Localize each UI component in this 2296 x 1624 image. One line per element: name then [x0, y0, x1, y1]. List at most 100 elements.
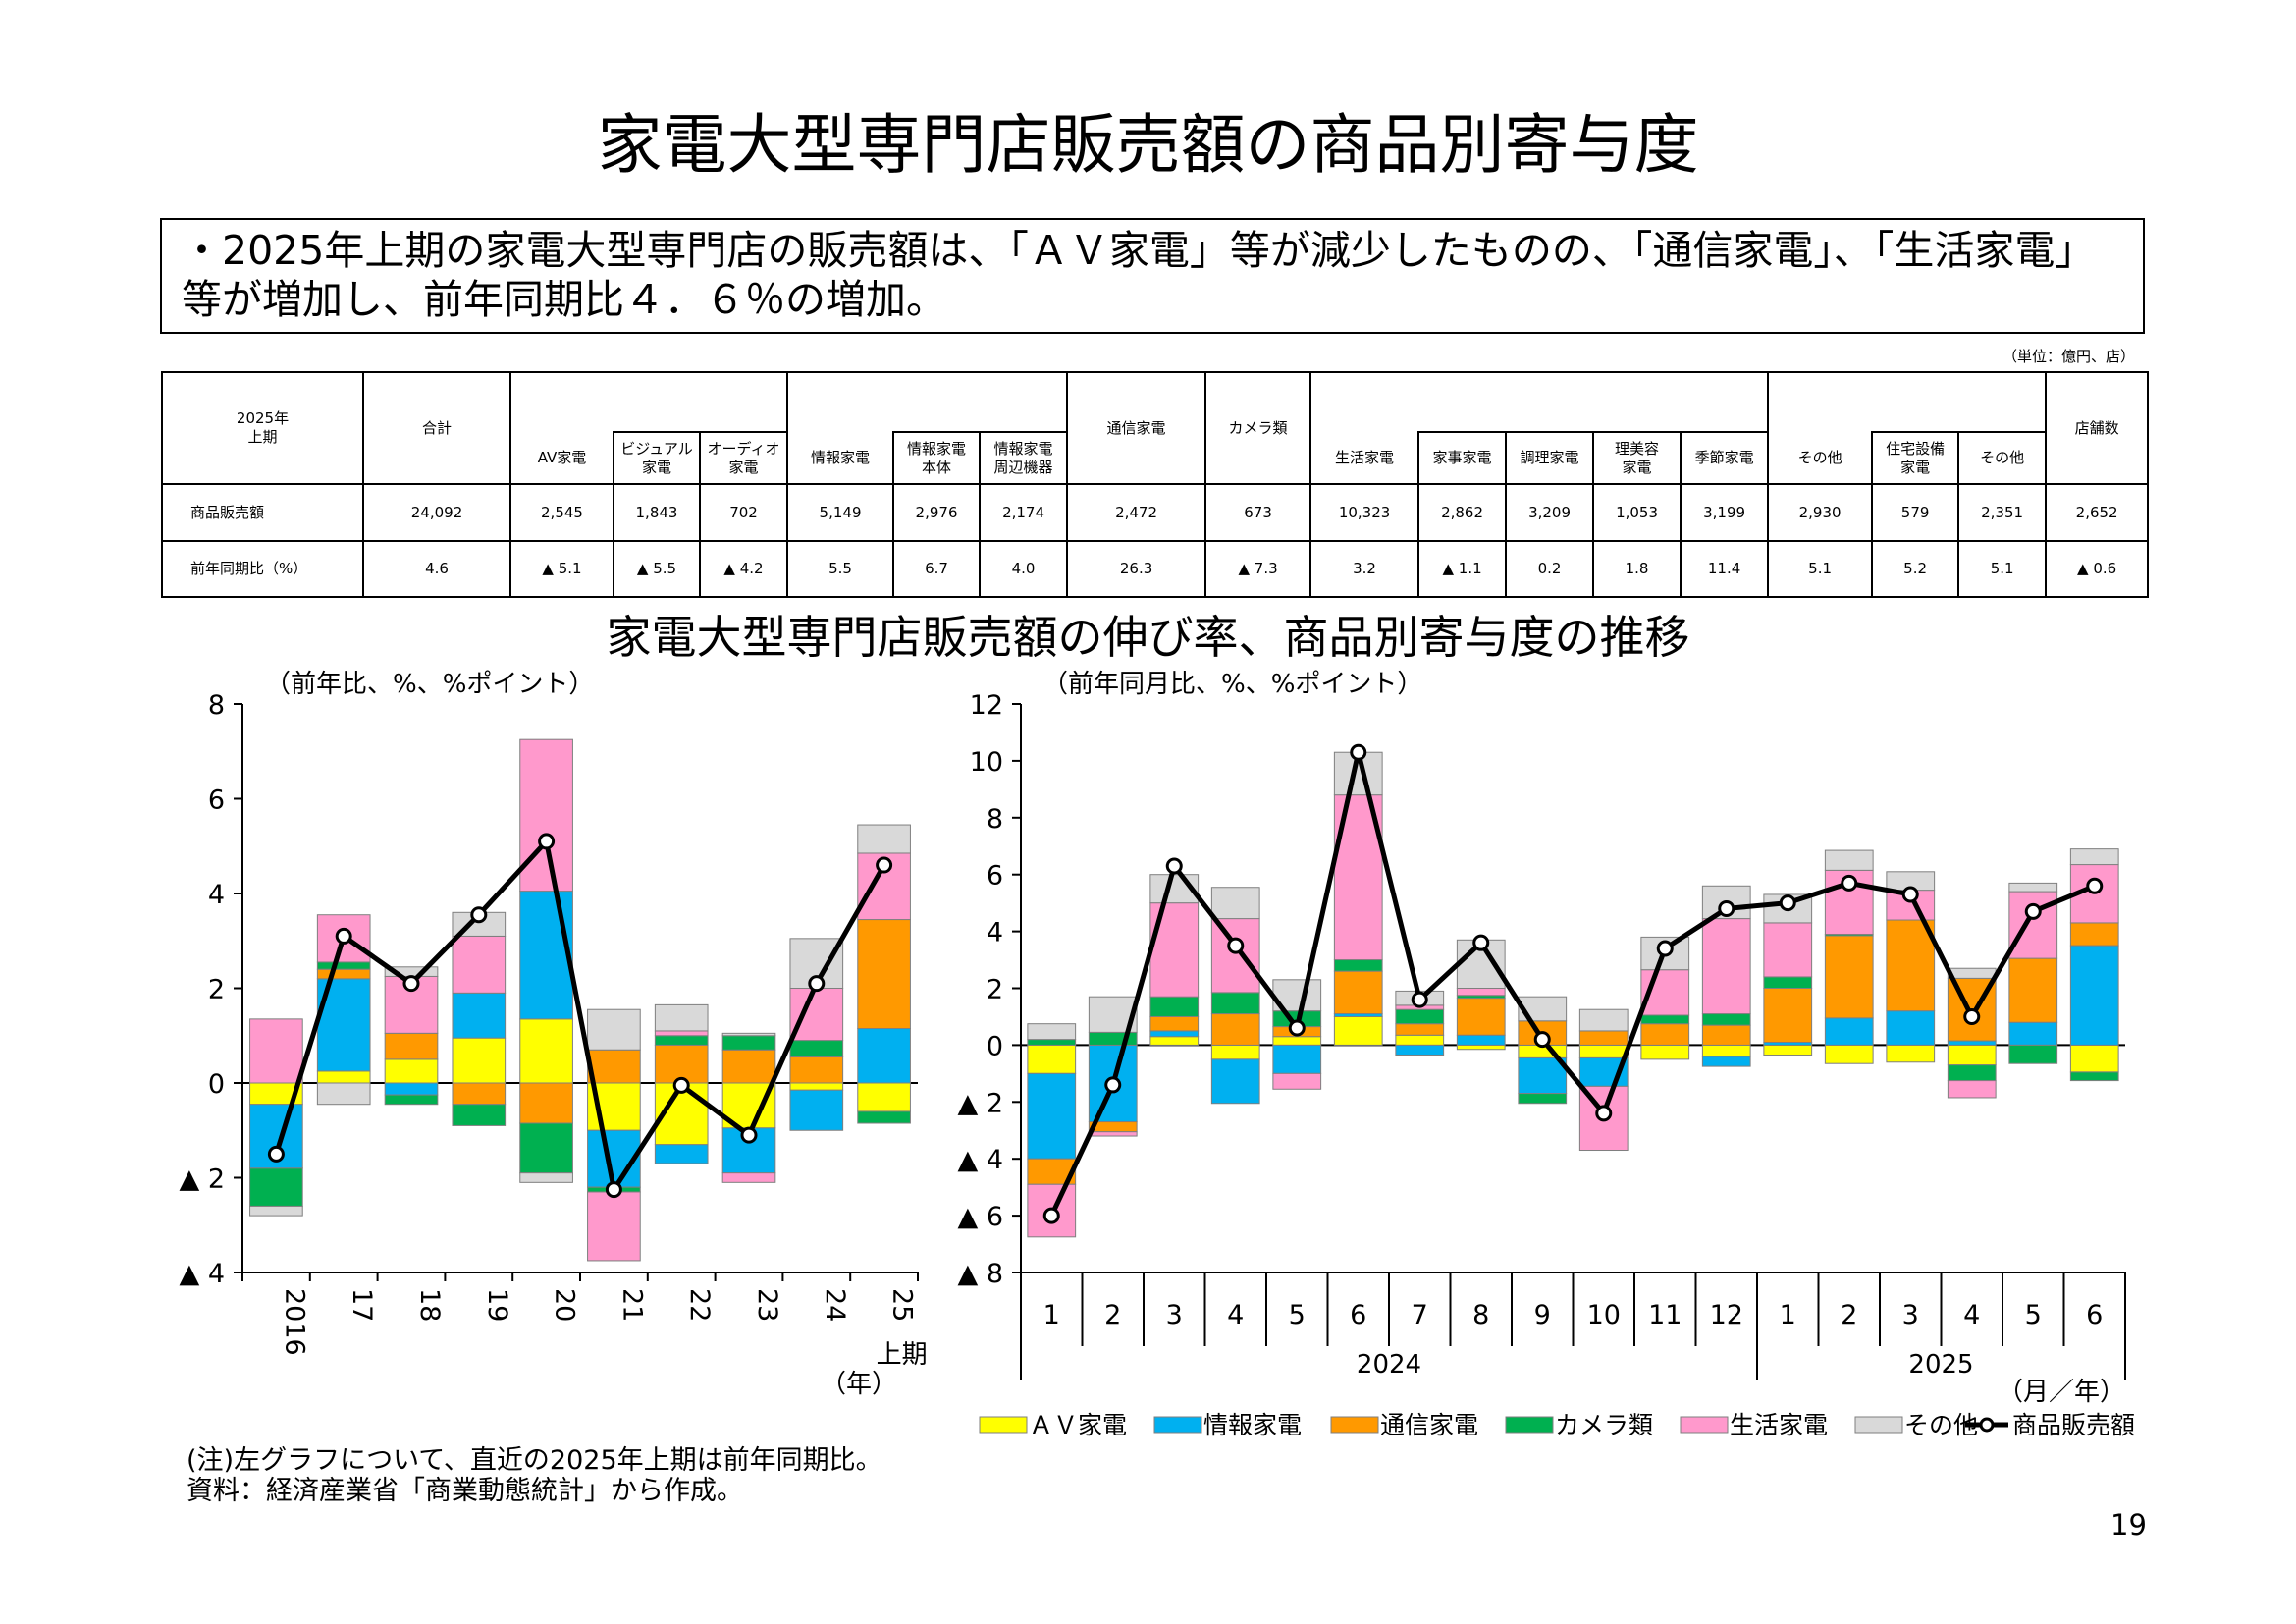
- y-tick-label: 0: [987, 1031, 1003, 1061]
- bar-segment-av: [857, 1082, 911, 1112]
- sales-point: [1350, 743, 1367, 761]
- sales-point: [1841, 874, 1858, 892]
- bar-segment-info: [1456, 1034, 1506, 1046]
- bar-segment-life: [1210, 918, 1260, 994]
- bar-segment-av: [1763, 1044, 1813, 1056]
- bar-segment-camera: [857, 1110, 911, 1124]
- table-header-cooking: 調理家電: [1505, 431, 1595, 485]
- bar-segment-camera: [1210, 992, 1260, 1015]
- table-header-visual: ビジュアル 家電: [613, 431, 701, 485]
- legend-line-marker: [1979, 1417, 1995, 1433]
- table-cell: 1.8: [1592, 540, 1682, 598]
- bar-segment-info: [1701, 1056, 1751, 1067]
- bar-segment-av: [452, 1037, 507, 1084]
- y-tick-label: 2: [987, 975, 1003, 1005]
- bar-segment-camera: [2008, 1044, 2058, 1064]
- bar-segment-av: [1027, 1044, 1077, 1074]
- bar-segment-av: [1640, 1044, 1690, 1060]
- x-tick-label: 6: [2086, 1300, 2103, 1330]
- sales-point: [2024, 902, 2042, 920]
- bar-segment-comm: [654, 1044, 709, 1084]
- row-label-sales: 商品販売額: [161, 483, 364, 542]
- x-tick-label: 8: [1472, 1300, 1489, 1330]
- y-tick-label: 2: [208, 975, 225, 1005]
- bar-segment-info: [2008, 1021, 2058, 1046]
- x-tick-label: 3: [1166, 1300, 1183, 1330]
- note-line-1: (注)左グラフについて、直近の2025年上期は前年同期比。: [187, 1445, 882, 1476]
- bar-segment-camera: [1027, 1039, 1077, 1046]
- table-header-camera: カメラ類: [1204, 371, 1312, 485]
- bar-segment-camera: [1701, 1013, 1751, 1026]
- legend-swatch-other: [1854, 1416, 1903, 1434]
- sales-point: [1227, 937, 1245, 954]
- bar-segment-av: [2069, 1044, 2119, 1073]
- bar-segment-av: [1824, 1044, 1874, 1064]
- table-cell: 5.1: [1957, 540, 2048, 598]
- x-tick-label: 2: [1841, 1300, 1857, 1330]
- x-tick-label: 3: [1902, 1300, 1919, 1330]
- table-header-info: 情報家電: [786, 432, 895, 485]
- y-tick-label: 8: [208, 690, 225, 721]
- bar-segment-av: [1333, 1015, 1383, 1046]
- bar-segment-av: [316, 1070, 371, 1084]
- table-period-header: 2025年 上期: [161, 371, 364, 485]
- table-cell: 2,351: [1957, 483, 2048, 542]
- bar-segment-life: [2008, 891, 2058, 959]
- sales-point: [672, 1076, 690, 1094]
- sales-point: [808, 975, 826, 993]
- table-cell: 11.4: [1680, 540, 1770, 598]
- x-tick-label: 1: [1780, 1300, 1796, 1330]
- x-tick-label: 9: [1534, 1300, 1551, 1330]
- bar-segment-info: [249, 1104, 303, 1169]
- bar-segment-camera: [1640, 1014, 1690, 1025]
- bar-segment-comm: [1824, 935, 1874, 1019]
- x-tick-label: 11: [1648, 1300, 1682, 1330]
- bar-segment-info: [1149, 1030, 1200, 1038]
- bar-segment-life: [1947, 1080, 1997, 1099]
- bar-segment-info: [857, 1028, 911, 1084]
- page-number: 19: [2110, 1508, 2147, 1542]
- bar-segment-camera: [1947, 1064, 1997, 1082]
- bar-segment-camera: [2069, 1071, 2119, 1082]
- bar-segment-life: [587, 1191, 641, 1262]
- x-tick-label: 5: [1289, 1300, 1306, 1330]
- sales-point: [1718, 899, 1735, 917]
- table-header-total: 合計: [362, 371, 511, 485]
- bar-segment-av: [1578, 1044, 1629, 1058]
- x-tick-label: 5: [2025, 1300, 2042, 1330]
- y-axis-label: （前年同月比、%、%ポイント）: [1042, 670, 1422, 699]
- bar-segment-life: [721, 1172, 776, 1183]
- x-tick-label: 6: [1350, 1300, 1366, 1330]
- bar-segment-camera: [1149, 996, 1200, 1017]
- bar-segment-life: [452, 935, 507, 994]
- table-header-household: 家事家電: [1417, 431, 1508, 485]
- bar-segment-av: [1210, 1044, 1260, 1060]
- table-header-av: AV家電: [509, 432, 614, 485]
- y-axis-label: （前年比、%、%ポイント）: [265, 670, 594, 699]
- bar-segment-life: [1701, 918, 1751, 1015]
- table-header-other: その他: [1767, 432, 1874, 485]
- bar-segment-other: [654, 1003, 709, 1032]
- table-header-audio: オーディオ 家電: [698, 431, 789, 485]
- table-cell: 6.7: [892, 540, 982, 598]
- bar-segment-av: [1947, 1044, 1997, 1066]
- bar-segment-other: [1578, 1008, 1629, 1032]
- page-title: 家電大型専門店販売額の商品別寄与度: [597, 107, 1699, 183]
- x-tick-label: 23: [752, 1288, 782, 1322]
- bar-segment-life: [1456, 988, 1506, 997]
- y-tick-label: ▲ 8: [957, 1259, 1003, 1289]
- table-header-beauty: 理美容 家電: [1592, 431, 1682, 485]
- bar-segment-camera: [316, 961, 371, 970]
- x-tick-label: 10: [1587, 1300, 1621, 1330]
- x-tick-label: 19: [482, 1288, 512, 1322]
- bar-segment-av: [1395, 1034, 1445, 1046]
- sales-line: [274, 839, 886, 1193]
- legend-label: ＡＶ家電: [1029, 1411, 1127, 1439]
- bar-segment-camera: [249, 1167, 303, 1207]
- table-cell: 0.2: [1505, 540, 1595, 598]
- sales-point: [470, 906, 488, 924]
- year-label: 2024: [1357, 1350, 1421, 1380]
- bar-segment-info: [654, 1144, 709, 1164]
- note-line-2: 資料：経済産業省「商業動態統計」から作成。: [187, 1476, 743, 1506]
- bar-segment-info: [452, 992, 507, 1039]
